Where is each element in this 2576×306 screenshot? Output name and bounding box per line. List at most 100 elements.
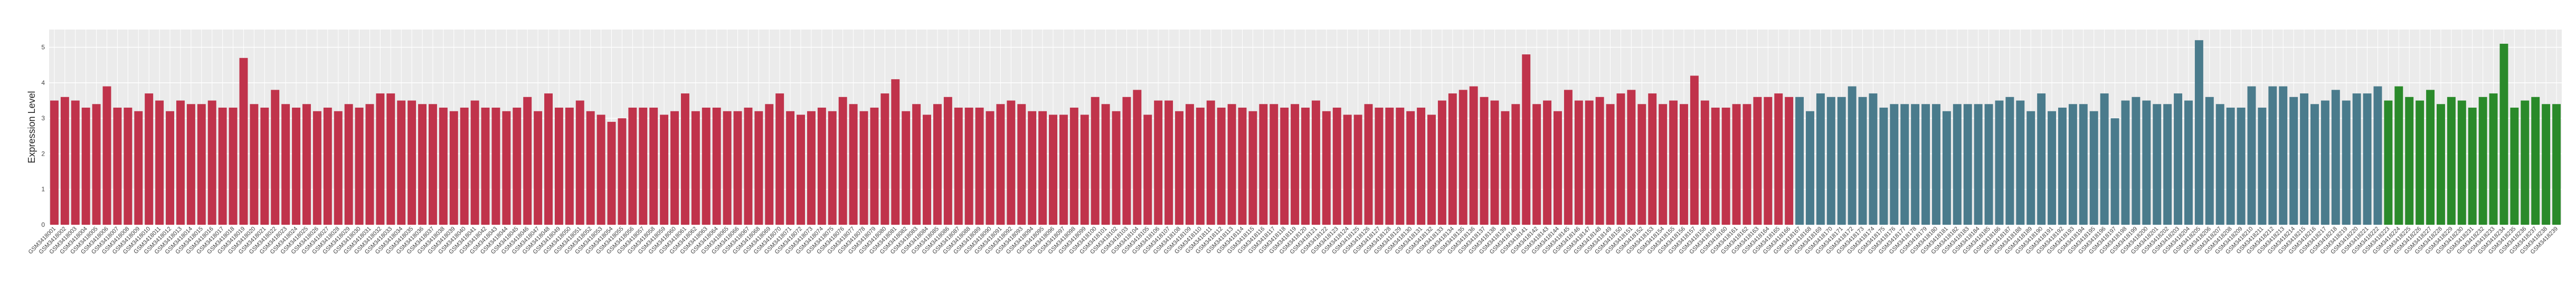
bar: [786, 111, 795, 225]
bar: [702, 108, 711, 225]
bar: [2026, 111, 2035, 225]
bar: [912, 104, 921, 225]
y-tick-label: 3: [41, 114, 45, 122]
bar: [2542, 104, 2551, 225]
bar: [1101, 104, 1110, 225]
bar: [1742, 104, 1751, 225]
bar: [1038, 111, 1047, 225]
bar: [765, 104, 774, 225]
bar: [2426, 90, 2435, 225]
bar: [1291, 104, 1300, 225]
bar: [2342, 100, 2351, 225]
bar: [2447, 97, 2456, 225]
bar: [1595, 97, 1604, 225]
bar: [1206, 100, 1215, 225]
bar: [2048, 111, 2057, 225]
bar: [1659, 104, 1668, 225]
bar: [418, 104, 427, 225]
bar: [607, 121, 616, 225]
bar: [534, 111, 543, 225]
bar: [1522, 54, 1531, 225]
bar: [817, 108, 826, 225]
bar: [1680, 104, 1688, 225]
bar: [1406, 111, 1415, 225]
bar: [880, 93, 889, 225]
bar: [1554, 111, 1562, 225]
bar: [1311, 100, 1320, 225]
bar: [649, 108, 658, 225]
bar: [481, 108, 490, 225]
bar: [365, 104, 374, 225]
bar: [1227, 104, 1236, 225]
bar: [1364, 104, 1373, 225]
bar: [1648, 93, 1657, 225]
bar: [838, 97, 847, 225]
bar: [1059, 114, 1068, 225]
bar: [618, 118, 627, 225]
bar: [1900, 104, 1909, 225]
bar: [1984, 104, 1993, 225]
bar: [2457, 100, 2466, 225]
bar: [2531, 97, 2540, 225]
bar: [1921, 104, 1930, 225]
bar: [250, 104, 259, 225]
bar: [81, 108, 90, 225]
bar: [1700, 100, 1709, 225]
bar: [1459, 90, 1467, 225]
bar: [723, 111, 732, 225]
bar: [2405, 97, 2414, 225]
bar: [680, 93, 689, 225]
bar: [1585, 100, 1594, 225]
bar: [2331, 90, 2340, 225]
bar: [2153, 104, 2162, 225]
y-axis-label: Expression Level: [26, 91, 37, 163]
bar: [2373, 86, 2382, 225]
bar: [2016, 100, 2025, 225]
bar: [2279, 86, 2288, 225]
bar: [1753, 97, 1762, 225]
bar: [775, 93, 784, 225]
bar: [460, 108, 469, 225]
bar: [470, 100, 479, 225]
bar: [544, 93, 553, 225]
bar: [849, 104, 858, 225]
bar: [1774, 93, 1783, 225]
bar: [2194, 40, 2203, 225]
bar: [1490, 100, 1499, 225]
bar: [2478, 97, 2487, 225]
bar: [2142, 100, 2151, 225]
bar: [260, 108, 269, 225]
bar: [166, 111, 175, 225]
bar: [60, 97, 69, 225]
bar: [712, 108, 721, 225]
bar: [386, 93, 395, 225]
bar: [2237, 108, 2246, 225]
bar: [1627, 90, 1636, 225]
bar: [449, 111, 458, 225]
bar: [2384, 100, 2393, 225]
bar: [1259, 104, 1268, 225]
bar: [1785, 97, 1794, 225]
bar: [2552, 104, 2561, 225]
bar: [1480, 97, 1489, 225]
bar: [2499, 43, 2508, 225]
bar: [2521, 100, 2530, 225]
bar: [2079, 104, 2088, 225]
bar: [1396, 108, 1405, 225]
bar: [2468, 108, 2477, 225]
bar: [1238, 108, 1247, 225]
bar: [2352, 93, 2361, 225]
bar: [1175, 111, 1183, 225]
bar: [2174, 93, 2183, 225]
bar: [491, 108, 500, 225]
bar: [1690, 75, 1699, 225]
bar: [2489, 93, 2498, 225]
bar: [2100, 93, 2109, 225]
bar: [1196, 108, 1205, 225]
bar: [828, 111, 837, 225]
bar: [2184, 100, 2193, 225]
bar: [1448, 93, 1457, 225]
bar: [975, 108, 984, 225]
bar: [1501, 111, 1510, 225]
bar: [1112, 111, 1121, 225]
